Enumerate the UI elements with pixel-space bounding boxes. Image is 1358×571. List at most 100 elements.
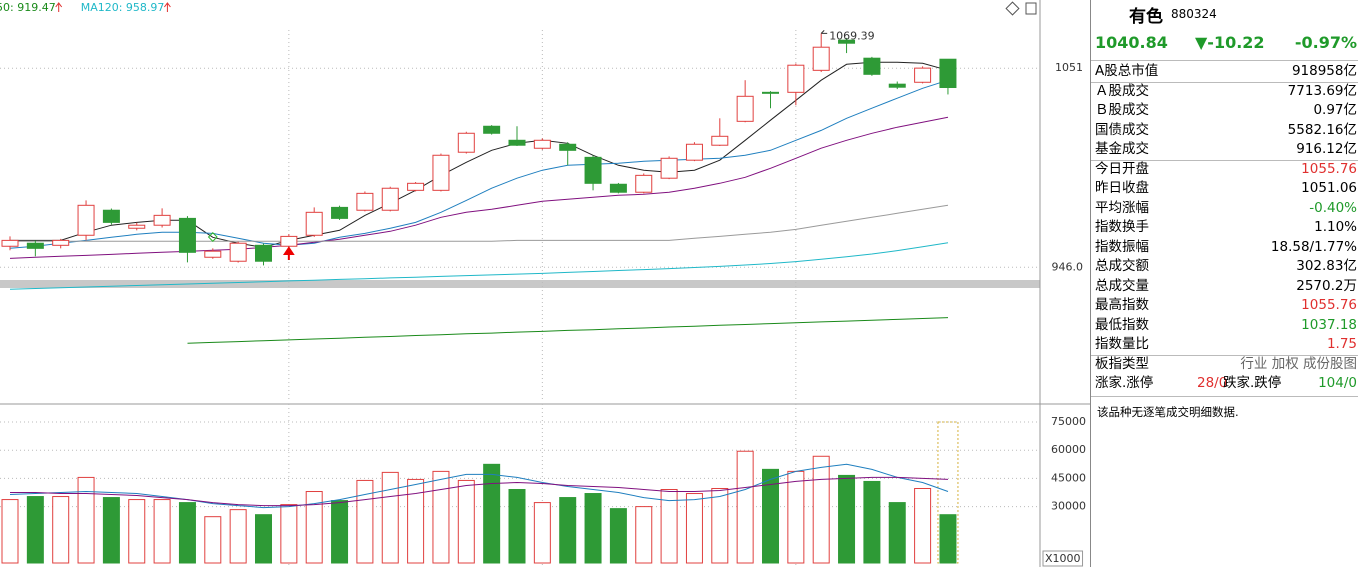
volume-bar	[178, 502, 196, 564]
separator-band	[0, 280, 1040, 288]
candle-body	[685, 143, 703, 161]
change-pct: -0.97%	[1294, 33, 1357, 52]
candle-body	[1, 239, 19, 247]
candle-body	[229, 242, 247, 262]
info-row: 指数换手 1.10%	[1095, 218, 1358, 237]
row-label: 最低指数	[1095, 316, 1149, 333]
volume-bar	[52, 496, 70, 564]
icon-diamond[interactable]	[1005, 1, 1020, 16]
volume-bar	[77, 476, 95, 564]
y-tick-label: 1051	[1055, 61, 1083, 74]
candle-body	[863, 57, 881, 75]
candle-body	[305, 211, 323, 236]
signal-arrow	[282, 246, 295, 260]
ma-line	[187, 317, 949, 344]
ma-line	[9, 79, 949, 249]
high-pointer	[820, 30, 828, 34]
volume-bar	[609, 508, 627, 564]
candle-body	[533, 139, 551, 149]
legend-arrow	[164, 2, 171, 12]
row-value: 0.97亿	[1313, 102, 1357, 118]
info-row: 板指类型 行业 加权 成份股图	[1095, 355, 1358, 374]
note: 该品种无逐笔成交明细数据.	[1097, 405, 1239, 419]
volume-bar	[888, 502, 906, 564]
price-pane: 946.0 1051 1069.39 50: 919.47 MA120: 958.97	[0, 1, 1083, 400]
volume-bar	[914, 487, 932, 564]
row-value: 918958亿	[1291, 63, 1357, 79]
row-value: 2570.2万	[1296, 277, 1357, 294]
volume-bar	[508, 489, 526, 564]
candle-body	[255, 244, 272, 262]
legend-arrow	[55, 2, 63, 12]
volume-bar	[356, 479, 374, 564]
ma-line	[10, 476, 949, 507]
info-row: 今日开盘 1055.76	[1095, 160, 1358, 179]
row-label: 今日开盘	[1095, 160, 1149, 177]
candle-body	[26, 242, 44, 249]
volume-bar	[736, 450, 754, 564]
info-row: 基金成交 916.12亿	[1095, 140, 1358, 159]
candle-body	[331, 206, 349, 219]
row-value: 5582.16亿	[1287, 121, 1357, 138]
candle-body	[787, 64, 805, 93]
candle-body	[483, 125, 501, 134]
volume-bar	[939, 514, 957, 564]
info-row: 国债成交 5582.16亿	[1095, 121, 1358, 140]
candle-body	[660, 157, 678, 179]
ma-line	[9, 463, 949, 509]
row-label: Ｂ股成交	[1095, 102, 1149, 118]
volume-bar	[559, 497, 577, 564]
volume-bar	[787, 470, 805, 564]
candle-body	[939, 58, 957, 89]
candle-body	[838, 39, 856, 44]
candle-body	[356, 192, 374, 211]
info-row: 指数量比 1.75	[1095, 335, 1358, 354]
info-row: 总成交额 302.83亿	[1095, 257, 1358, 276]
change: ▼-10.22	[1195, 33, 1265, 52]
candle-body	[609, 183, 627, 193]
info-row: 最高指数 1055.76	[1095, 296, 1358, 315]
volume-bar	[255, 514, 272, 564]
volume-bar	[1, 499, 19, 564]
ma-line	[9, 116, 949, 259]
volume-bar	[584, 493, 602, 564]
row-value: 行业 加权 成份股图	[1240, 355, 1357, 372]
info-row: Ｂ股成交 0.97亿	[1095, 101, 1358, 120]
row-value: 1.10%	[1314, 219, 1357, 235]
volume-bar	[102, 497, 120, 564]
volume-bar	[407, 478, 425, 564]
candle-body	[508, 139, 526, 146]
index-name: 有色	[1129, 7, 1163, 27]
volume-bar	[812, 455, 830, 564]
divider	[1091, 354, 1358, 356]
volume-bar	[533, 502, 551, 564]
volume-bar	[331, 500, 349, 564]
y-tick-label: 45000	[1051, 471, 1086, 484]
row-label: 国债成交	[1095, 121, 1149, 138]
candle-body	[457, 132, 475, 153]
down-label: 跌家.跌停	[1223, 375, 1282, 391]
up-label: 涨家.涨停	[1095, 375, 1154, 391]
icon-window[interactable]	[1025, 2, 1037, 15]
volume-bar	[838, 474, 856, 564]
y-tick-label: 30000	[1051, 500, 1086, 513]
row-label: 总成交量	[1095, 277, 1149, 294]
info-row: A股总市值 918958亿	[1095, 62, 1358, 81]
price: 1040.84	[1095, 33, 1168, 52]
row-label: 指数量比	[1095, 336, 1149, 352]
volume-bar	[660, 489, 678, 564]
row-value: 1055.76	[1301, 297, 1357, 313]
down-count: 104/0	[1318, 375, 1357, 391]
row-label: 最高指数	[1095, 297, 1149, 313]
row-value: 302.83亿	[1296, 258, 1357, 274]
row-value: 1.75	[1326, 336, 1357, 352]
candle-body	[635, 174, 653, 193]
candle-body	[381, 187, 399, 211]
candle-body	[762, 91, 779, 94]
y-tick-label: 946.0	[1052, 260, 1084, 273]
row-label: 指数振幅	[1095, 238, 1149, 255]
volume-bar	[685, 493, 703, 564]
unit-label: X1000	[1045, 552, 1081, 565]
